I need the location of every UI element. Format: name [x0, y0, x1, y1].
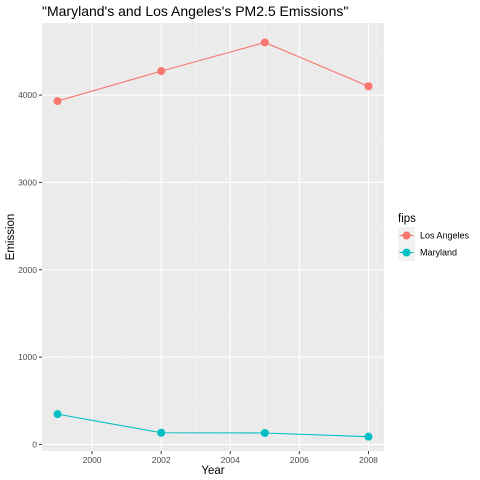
series-line-maryland	[57, 413, 369, 438]
data-point-los-angeles	[260, 38, 269, 47]
x-tick-label: 2002	[152, 455, 171, 465]
legend-point-los-angeles	[402, 231, 411, 240]
y-tick-label: 3000	[18, 177, 37, 187]
y-tick-label: 0	[32, 439, 37, 449]
data-point-maryland	[53, 410, 62, 419]
legend-point-maryland	[402, 248, 411, 257]
series-points	[53, 38, 373, 441]
series-line-los-angeles	[57, 41, 369, 102]
x-axis-title: Year	[201, 465, 224, 477]
x-axis-ticks: 2000 2002 2004 2006 2008	[83, 451, 378, 465]
y-tick-label: 2000	[18, 265, 37, 275]
y-tick-label: 1000	[18, 352, 37, 362]
x-tick-label: 2008	[359, 455, 378, 465]
data-point-los-angeles	[53, 97, 62, 106]
legend-keys: Los Angeles Maryland	[398, 227, 470, 261]
x-tick-label: 2006	[290, 455, 309, 465]
data-point-los-angeles	[157, 67, 166, 76]
x-tick-label: 2004	[221, 455, 240, 465]
chart-title: "Maryland's and Los Angeles's PM2.5 Emis…	[42, 3, 349, 19]
legend-label-maryland: Maryland	[420, 248, 457, 258]
legend: fips Los Angeles Maryland	[398, 213, 470, 261]
legend-title: fips	[398, 213, 416, 225]
plot-panel	[42, 23, 384, 451]
y-axis-ticks: 0 1000 2000 3000 4000	[18, 90, 42, 449]
y-tick-label: 4000	[18, 90, 37, 100]
grid-major	[42, 23, 384, 451]
data-point-maryland	[157, 428, 166, 437]
y-axis-title: Emission	[5, 214, 17, 261]
data-point-maryland	[260, 429, 269, 438]
series-lines	[57, 41, 369, 438]
x-tick-label: 2000	[83, 455, 102, 465]
legend-label-los-angeles: Los Angeles	[420, 231, 470, 241]
data-point-los-angeles	[364, 82, 373, 91]
data-point-maryland	[364, 432, 373, 441]
grid-minor	[42, 23, 384, 451]
